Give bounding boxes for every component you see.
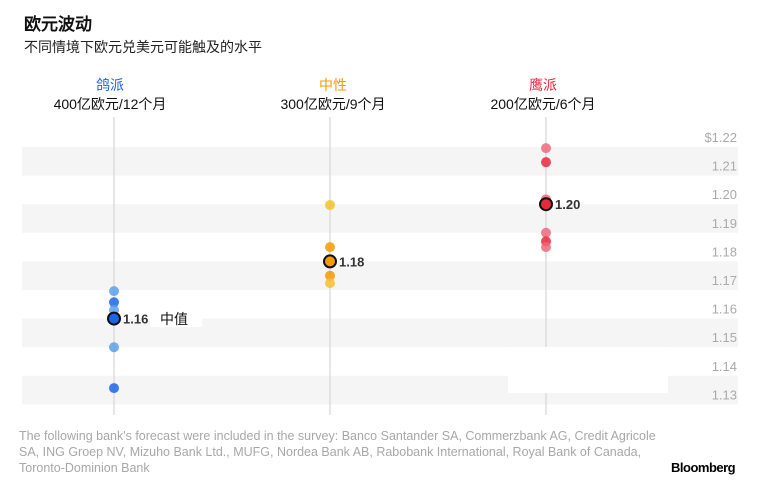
data-point: [325, 242, 335, 253]
y-tick-label: 1.21: [712, 159, 737, 174]
median-point: [107, 311, 121, 326]
y-tick-label: 1.20: [712, 187, 737, 202]
data-point: [109, 297, 119, 308]
grid-band: [22, 204, 738, 233]
grid-band: [22, 318, 738, 348]
y-tick-label: 1.18: [712, 244, 737, 259]
scenario-label-hawk: 200亿欧元/6个月: [490, 96, 596, 112]
median-annotation: 中值: [160, 311, 188, 327]
chart-subtitle: 不同情境下欧元兑美元可能触及的水平: [24, 39, 262, 55]
category-label-neutral: 中性: [319, 77, 347, 93]
y-tick-label: 1.15: [712, 330, 737, 345]
median-label: 1.16: [123, 312, 148, 327]
data-point: [325, 200, 335, 211]
data-point: [541, 143, 551, 154]
chart-title: 欧元波动: [24, 15, 92, 34]
grid-band: [22, 261, 738, 290]
footnote: The following bank's forecast were inclu…: [19, 429, 656, 475]
y-tick-label: $1.22: [704, 130, 737, 145]
data-point: [541, 227, 551, 238]
scenario-label-neutral: 300亿欧元/9个月: [280, 96, 386, 112]
y-tick-label: 1.19: [712, 216, 737, 231]
median-point: [323, 254, 337, 269]
grid-band: [22, 147, 738, 176]
median-label: 1.18: [339, 254, 364, 269]
y-tick-label: 1.16: [712, 302, 737, 317]
median-label: 1.20: [555, 197, 580, 212]
data-point: [109, 383, 119, 394]
y-tick-label: 1.14: [712, 359, 737, 374]
y-tick-label: 1.13: [712, 387, 737, 402]
median-point: [539, 197, 553, 212]
data-point: [541, 242, 551, 253]
category-label-dove: 鸽派: [96, 77, 124, 93]
y-tick-label: 1.17: [712, 273, 737, 288]
median-annotation-bg: [150, 307, 202, 327]
bloomberg-logo: Bloomberg: [671, 460, 736, 475]
data-point: [109, 286, 119, 297]
category-label-hawk: 鹰派: [529, 77, 557, 93]
data-point: [541, 157, 551, 168]
scenario-label-dove: 400亿欧元/12个月: [53, 96, 167, 112]
data-point: [325, 278, 335, 289]
mask-rect: [508, 347, 668, 393]
data-point: [325, 270, 335, 281]
data-point: [109, 342, 119, 353]
